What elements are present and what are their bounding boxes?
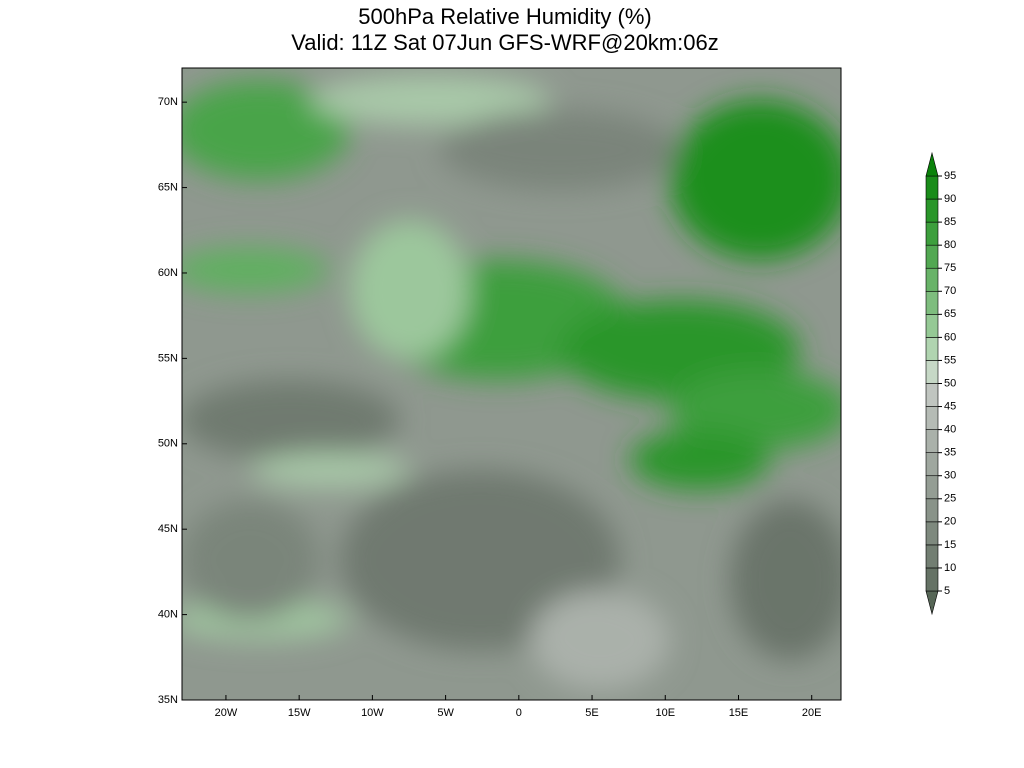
colorbar-arrow xyxy=(925,151,939,177)
x-tick-label: 10W xyxy=(361,707,384,719)
y-tick-label: 45N xyxy=(158,523,178,535)
colorbar-label: 50 xyxy=(944,377,956,389)
y-tick-label: 50N xyxy=(158,438,178,450)
x-tick-label: 15W xyxy=(288,707,311,719)
y-tick-label: 55N xyxy=(158,352,178,364)
colorbar-box xyxy=(925,521,939,546)
colorbar-label: 35 xyxy=(944,447,956,459)
colorbar-label: 55 xyxy=(944,354,956,366)
colorbar-label: 25 xyxy=(944,493,956,505)
colorbar-arrow xyxy=(925,590,939,616)
colorbar-box xyxy=(925,360,939,384)
colorbar-box xyxy=(925,567,939,592)
colorbar-label: 10 xyxy=(944,562,956,574)
colorbar-label: 95 xyxy=(944,170,956,182)
x-tick-label: 5W xyxy=(437,707,454,719)
colorbar-box xyxy=(925,267,939,292)
colorbar-box xyxy=(925,383,939,407)
y-tick-label: 35N xyxy=(158,694,178,706)
colorbar-label: 30 xyxy=(944,470,956,482)
x-tick-label: 20W xyxy=(215,707,238,719)
y-tick-label: 65N xyxy=(158,181,178,193)
colorbar-box xyxy=(925,337,939,361)
y-tick-label: 40N xyxy=(158,609,178,621)
colorbar-box xyxy=(925,221,939,246)
colorbar-label: 85 xyxy=(944,216,956,228)
x-tick-label: 10E xyxy=(655,707,675,719)
title-line: 500hPa Relative Humidity (%) xyxy=(358,4,651,29)
colorbar-label: 40 xyxy=(944,424,956,436)
colorbar-box xyxy=(925,314,939,338)
colorbar-box xyxy=(925,544,939,569)
colorbar-box xyxy=(925,498,939,523)
colorbar: 5 10 15 20 25 30 35 40 45 50 55 60 65 70 75 80 85 90 95 xyxy=(925,151,956,616)
colorbar-box xyxy=(925,406,939,430)
x-tick-label: 5E xyxy=(585,707,598,719)
colorbar-box xyxy=(925,198,939,223)
colorbar-label: 70 xyxy=(944,285,956,297)
x-tick-label: 20E xyxy=(802,707,822,719)
colorbar-box xyxy=(925,475,939,500)
colorbar-box xyxy=(925,175,939,200)
colorbar-label: 80 xyxy=(944,239,956,251)
humidity-field xyxy=(182,68,841,700)
y-tick-label: 60N xyxy=(158,267,178,279)
colorbar-box xyxy=(925,452,939,477)
colorbar-label: 90 xyxy=(944,193,956,205)
colorbar-box xyxy=(925,290,939,315)
map-frame xyxy=(181,67,842,701)
x-tick-label: 15E xyxy=(729,707,749,719)
colorbar-box xyxy=(925,244,939,269)
colorbar-label: 15 xyxy=(944,539,956,551)
colorbar-label: 20 xyxy=(944,516,956,528)
colorbar-box xyxy=(925,429,939,453)
colorbar-label: 65 xyxy=(944,308,956,320)
axes: 20W 15W 10W 5W 0 5E 10E 15E 20E 35N 40N 45N 50N 55N 60… xyxy=(158,96,822,719)
x-tick-label: 0 xyxy=(516,707,522,719)
y-tick-label: 70N xyxy=(158,96,178,108)
colorbar-label: 60 xyxy=(944,331,956,343)
title-line: Valid: 11Z Sat 07Jun GFS-WRF@20km:06z xyxy=(291,30,718,55)
colorbar-label: 45 xyxy=(944,400,956,412)
colorbar-label: 5 xyxy=(944,585,950,597)
colorbar-label: 75 xyxy=(944,262,956,274)
